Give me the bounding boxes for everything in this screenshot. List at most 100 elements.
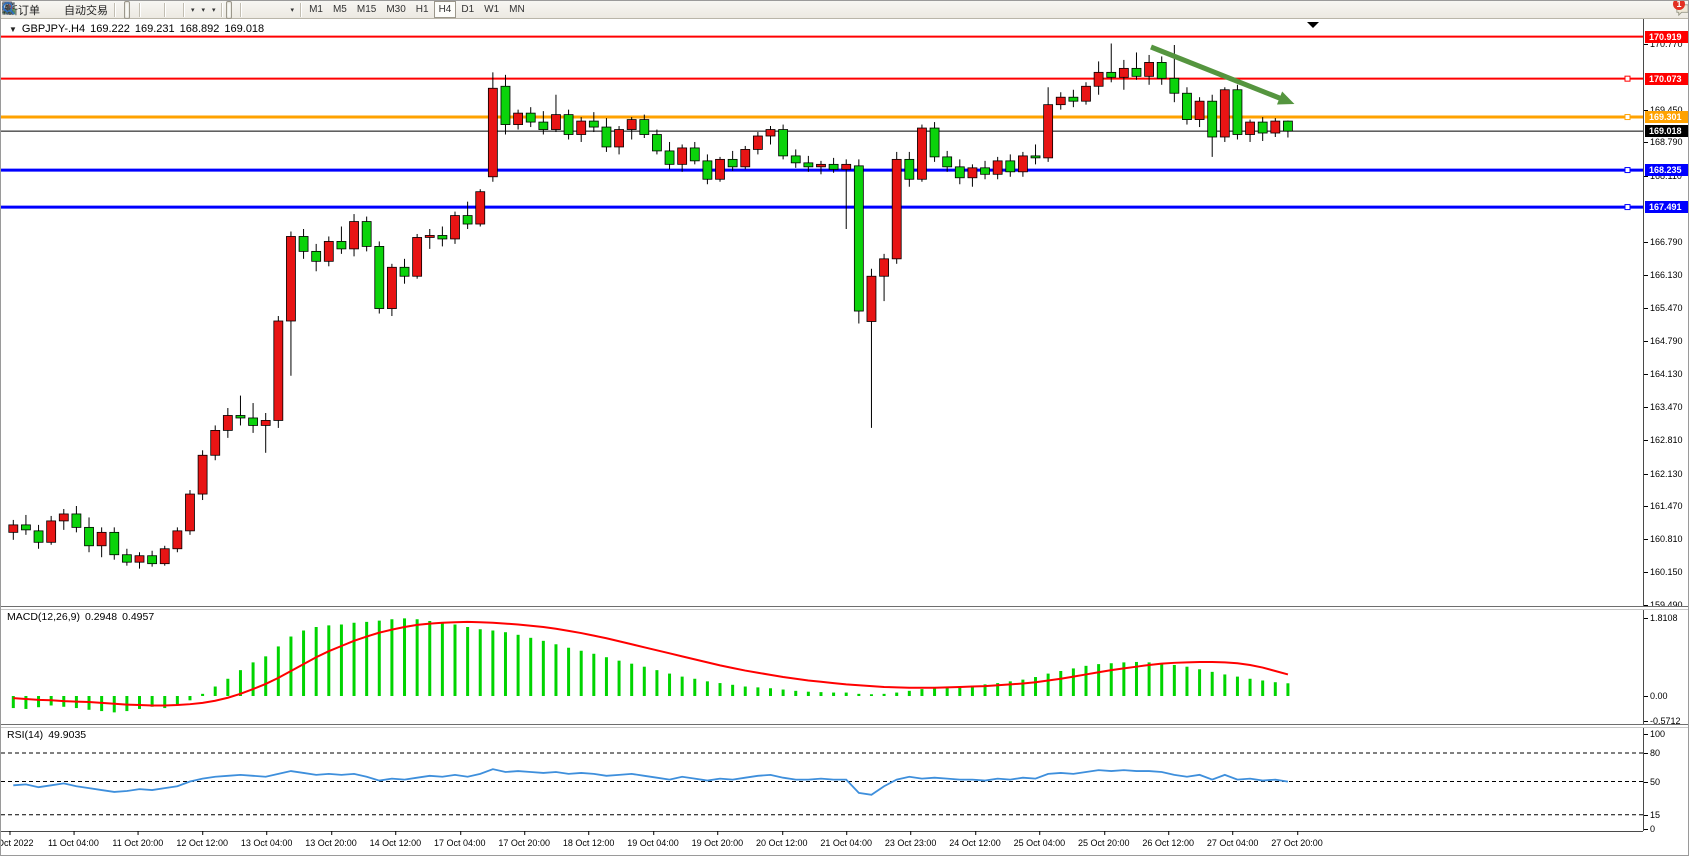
channel-button[interactable]: E	[2, 1, 269, 19]
toolbar-separator	[136, 2, 143, 18]
time-tick: 11 Oct 04:00	[47, 831, 99, 848]
tf-w1-button[interactable]: W1	[484, 4, 500, 15]
time-tick: 13 Oct 04:00	[240, 831, 293, 848]
time-axis[interactable]: 10 Oct 2022 11 Oct 04:00 11 Oct 20:00 12 Oc…	[1, 831, 1643, 855]
tf-mn-button[interactable]: MN	[509, 4, 525, 15]
price-tick: 160.150	[1644, 567, 1683, 578]
rsi-panel[interactable]: RSI(14) 49.9035	[1, 726, 1643, 831]
panel-divider[interactable]	[1, 606, 1688, 610]
price-tick: 166.130	[1644, 269, 1683, 280]
time-tick: 12 Oct 12:00	[176, 831, 228, 848]
candle-body	[286, 236, 296, 322]
macd-tick: 1.8108	[1644, 612, 1678, 623]
macd-label: MACD(12,26,9) 0.2948 0.4957	[7, 611, 154, 623]
price-tick: 164.790	[1644, 336, 1683, 347]
tf-h1-button[interactable]: H1	[415, 4, 429, 15]
candle-body	[1055, 96, 1066, 106]
time-tick: 24 Oct 12:00	[949, 831, 1001, 848]
candle-body	[588, 120, 599, 128]
horizontal-line-button[interactable]	[2, 1, 257, 19]
candle-body	[159, 548, 170, 565]
vertical-line-button[interactable]	[7, 1, 251, 19]
candle-body	[664, 150, 675, 165]
chevron-down-icon: ▾	[201, 6, 206, 14]
candle-body	[715, 158, 725, 180]
arrows-button[interactable]: ▾	[3, 1, 298, 19]
candle-body	[450, 215, 460, 240]
line-drag-handle[interactable]	[1624, 114, 1631, 121]
candle-body	[652, 134, 662, 152]
candle-body	[879, 258, 889, 277]
candlestick-chart-canvas[interactable]	[1, 19, 1643, 606]
fibonacci-button[interactable]: F	[2, 1, 275, 19]
candle-body	[1093, 71, 1104, 87]
ohlc-open: 169.222	[90, 23, 130, 35]
candle-body	[248, 417, 258, 426]
candle-body	[323, 241, 334, 262]
panel-divider[interactable]	[1, 724, 1688, 728]
candle-body	[1257, 121, 1268, 134]
line-drag-handle[interactable]	[1624, 167, 1631, 174]
candle-body	[311, 250, 322, 262]
candle-body	[740, 149, 751, 168]
candle-body	[967, 167, 978, 179]
trend-arrow-annotation[interactable]	[1150, 44, 1288, 104]
macd-tick: -0.5712	[1644, 715, 1681, 726]
candle-body	[689, 147, 700, 162]
chevron-down-icon[interactable]: ▼	[9, 24, 17, 34]
candle-body	[841, 163, 852, 170]
tf-m1-button[interactable]: M1	[309, 4, 323, 15]
macd-value: 0.2948	[84, 611, 118, 623]
tf-m15-button[interactable]: M15	[356, 4, 377, 15]
candle-body	[33, 530, 44, 543]
price-tick: 159.490	[1644, 599, 1683, 610]
indicators-button[interactable]: ▾	[2, 1, 198, 19]
candle-body	[336, 241, 347, 250]
candle-body	[992, 160, 1003, 175]
candle-body	[374, 246, 385, 309]
trendline-button[interactable]	[3, 1, 263, 19]
candle-body	[96, 531, 107, 547]
text-label-button[interactable]: T	[2, 1, 287, 19]
macd-signal-value: 0.4957	[122, 611, 155, 623]
periods-button[interactable]: ▾	[2, 1, 209, 19]
time-tick: 27 Oct 04:00	[1206, 831, 1259, 848]
time-tick: 10 Oct 2022	[1, 831, 34, 848]
macd-chart-canvas[interactable]	[1, 608, 1643, 724]
chart-shift-marker[interactable]	[1307, 22, 1319, 28]
price-tick: 170.770	[1644, 39, 1683, 49]
candle-body	[437, 235, 448, 240]
tf-m5-button[interactable]: M5	[332, 4, 347, 15]
autotrading-button[interactable]: 自动交易	[2, 1, 111, 19]
line-drag-handle[interactable]	[1624, 75, 1631, 82]
search-button[interactable]	[2, 1, 1668, 19]
notifications-button[interactable]: 1	[1673, 1, 1688, 19]
notification-badge: 1	[1673, 1, 1685, 10]
tf-m30-button[interactable]: M30	[386, 4, 406, 15]
macd-panel[interactable]: MACD(12,26,9) 0.2948 0.4957	[1, 608, 1643, 724]
rsi-tick: 15	[1643, 809, 1661, 820]
text-button[interactable]: A	[5, 1, 281, 19]
main-chart-panel[interactable]: ▼ GBPJPY-.H4 169.222 169.231 168.892 169…	[1, 19, 1643, 606]
templates-button[interactable]: ▾	[2, 1, 219, 19]
cursor-button[interactable]	[4, 1, 232, 19]
toolbar-separator	[161, 2, 168, 18]
rsi-chart-canvas[interactable]	[1, 726, 1643, 831]
tf-h4-button[interactable]: H4	[433, 1, 457, 18]
candle-body	[1018, 155, 1028, 173]
candle-body	[1144, 62, 1154, 77]
candle-body	[1245, 121, 1255, 135]
candle-body	[349, 221, 359, 250]
chevron-down-icon: ▾	[290, 6, 295, 14]
candle-body	[71, 513, 82, 528]
arrowhead	[1276, 91, 1295, 105]
candle-body	[816, 163, 826, 168]
rsi-label: RSI(14) 49.9035	[7, 729, 86, 741]
tf-d1-button[interactable]: D1	[461, 4, 475, 15]
price-axis[interactable]: 170.770 169.450 168.790 168.110 166.790 166.1…	[1643, 19, 1688, 834]
chart-title: ▼ GBPJPY-.H4 169.222 169.231 168.892 169…	[9, 23, 264, 35]
candle-body	[828, 163, 839, 170]
candle-body	[639, 119, 650, 135]
time-tick: 25 Oct 04:00	[1013, 831, 1066, 848]
line-drag-handle[interactable]	[1624, 204, 1631, 211]
